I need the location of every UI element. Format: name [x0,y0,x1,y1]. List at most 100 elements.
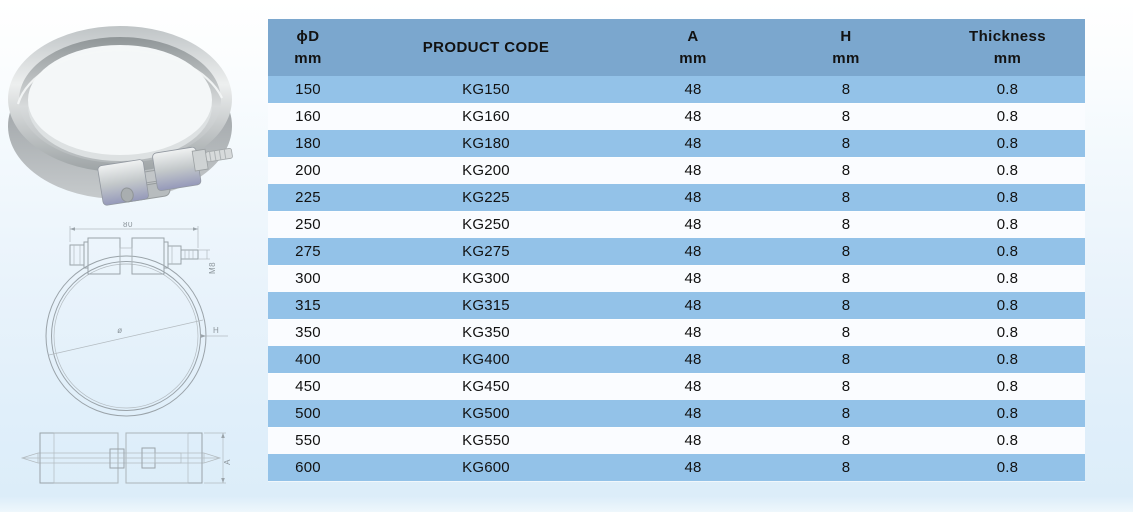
table-cell: KG250 [348,211,624,238]
table-cell: 0.8 [930,454,1085,481]
table-cell: KG225 [348,184,624,211]
table-cell: 48 [624,238,762,265]
clamp-photo-illustration [8,26,233,206]
table-row: 250 KG250 48 8 0.8 [268,211,1085,238]
table-cell: 0.8 [930,238,1085,265]
table-row: 450 KG450 48 8 0.8 [268,373,1085,400]
table-cell: 0.8 [930,265,1085,292]
table-cell: 8 [762,373,930,400]
table-cell: 450 [268,373,348,400]
table-row: 350 KG350 48 8 0.8 [268,319,1085,346]
table-cell: 48 [624,157,762,184]
table-cell: 8 [762,265,930,292]
table-cell: 150 [268,76,348,103]
column-header: PRODUCT CODE [348,19,624,76]
table-cell: KG160 [348,103,624,130]
table-row: 400 KG400 48 8 0.8 [268,346,1085,373]
table-cell: 48 [624,427,762,454]
table-row: 200 KG200 48 8 0.8 [268,157,1085,184]
dimension-label-h: H [213,326,219,335]
table-cell: 0.8 [930,373,1085,400]
table-cell: KG500 [348,400,624,427]
table-cell: KG275 [348,238,624,265]
table-cell: 48 [624,265,762,292]
table-cell: 8 [762,211,930,238]
dimension-label-80: 80 [123,222,133,229]
table-cell: 0.8 [930,319,1085,346]
table-cell: KG150 [348,76,624,103]
table-cell: 180 [268,130,348,157]
table-cell: KG550 [348,427,624,454]
table-cell: KG315 [348,292,624,319]
table-cell: 48 [624,346,762,373]
table-cell: KG200 [348,157,624,184]
table-row: 315 KG315 48 8 0.8 [268,292,1085,319]
table-cell: 400 [268,346,348,373]
column-header: Thickness mm [930,19,1085,76]
table-cell: 48 [624,292,762,319]
table-row: 160 KG160 48 8 0.8 [268,103,1085,130]
table-cell: 550 [268,427,348,454]
clamp-bolt-hardware [97,146,233,206]
table-cell: 250 [268,211,348,238]
table-cell: KG400 [348,346,624,373]
table-cell: 0.8 [930,292,1085,319]
table-cell: 350 [268,319,348,346]
table-cell: 48 [624,373,762,400]
front-view-svg: 80 M8 ø H [45,222,228,417]
table-cell: 8 [762,157,930,184]
table-cell: 0.8 [930,76,1085,103]
table-cell: 300 [268,265,348,292]
technical-drawing-front-view: 80 M8 ø H [14,222,238,420]
column-header: ϕD mm [268,19,348,76]
table-cell: 8 [762,400,930,427]
table-cell: 8 [762,184,930,211]
table-row: 550 KG550 48 8 0.8 [268,427,1085,454]
technical-drawing-side-view: A [14,420,238,500]
table-cell: 8 [762,238,930,265]
table-cell: 8 [762,130,930,157]
table-row: 275 KG275 48 8 0.8 [268,238,1085,265]
table-cell: 48 [624,130,762,157]
table-cell: 48 [624,103,762,130]
table-cell: KG600 [348,454,624,481]
table-cell: 8 [762,427,930,454]
table-cell: KG180 [348,130,624,157]
table-cell: 8 [762,292,930,319]
table-cell: 48 [624,184,762,211]
table-cell: 48 [624,400,762,427]
table-cell: 315 [268,292,348,319]
table-cell: 0.8 [930,130,1085,157]
table-cell: 0.8 [930,346,1085,373]
table-cell: 0.8 [930,184,1085,211]
table-cell: 600 [268,454,348,481]
table-cell: 48 [624,76,762,103]
dimension-label-a: A [223,459,232,465]
table-cell: 0.8 [930,400,1085,427]
table-row: 600 KG600 48 8 0.8 [268,454,1085,481]
table-cell: 8 [762,103,930,130]
table-cell: 48 [624,319,762,346]
table-cell: 0.8 [930,157,1085,184]
table-cell: 275 [268,238,348,265]
table-cell: 48 [624,454,762,481]
table-row: 500 KG500 48 8 0.8 [268,400,1085,427]
table-cell: KG450 [348,373,624,400]
table-cell: 8 [762,319,930,346]
side-view-svg: A [20,432,232,484]
table-cell: 500 [268,400,348,427]
table-cell: 225 [268,184,348,211]
table-cell: 0.8 [930,427,1085,454]
table-row: 180 KG180 48 8 0.8 [268,130,1085,157]
table-cell: 8 [762,454,930,481]
product-photo [4,6,240,218]
table-cell: KG300 [348,265,624,292]
dimension-label-m8: M8 [208,262,217,274]
table-cell: 0.8 [930,211,1085,238]
table-cell: 0.8 [930,103,1085,130]
dimension-label-diameter: ø [117,326,122,335]
